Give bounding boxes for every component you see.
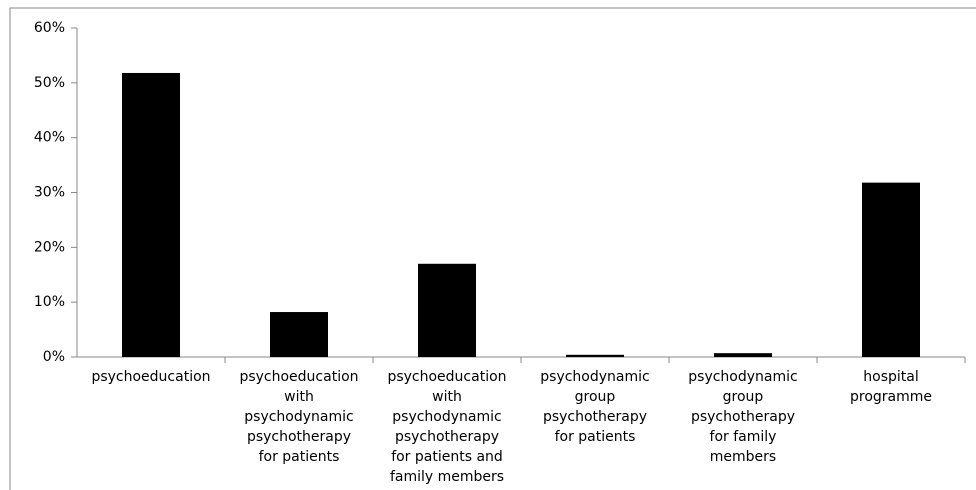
x-tick-label: psychoeducation with psychodynamic psych… — [239, 369, 359, 465]
x-tick-label: psychodynamic group psychotherapy for pa… — [540, 369, 650, 445]
x-tick-label: hospital programme — [849, 369, 932, 405]
y-tick-label: 0% — [43, 349, 65, 365]
bar — [418, 263, 476, 357]
y-tick-label: 10% — [34, 294, 65, 310]
x-tick-label: psychoeducation with psychodynamic psych… — [387, 369, 507, 485]
y-tick-label: 40% — [34, 130, 65, 146]
x-tick-label: psychodynamic group psychotherapy for fa… — [688, 369, 798, 465]
x-tick-label: psychoeducation — [91, 369, 211, 385]
y-tick-label: 50% — [34, 75, 65, 91]
chart-frame — [9, 7, 976, 490]
y-tick-label: 60% — [34, 20, 65, 36]
bar — [566, 354, 624, 357]
bar — [270, 312, 328, 357]
bar — [714, 353, 772, 357]
y-tick-label: 30% — [34, 185, 65, 201]
bar — [122, 72, 180, 358]
y-tick-label: 20% — [34, 239, 65, 255]
bar — [862, 182, 920, 357]
